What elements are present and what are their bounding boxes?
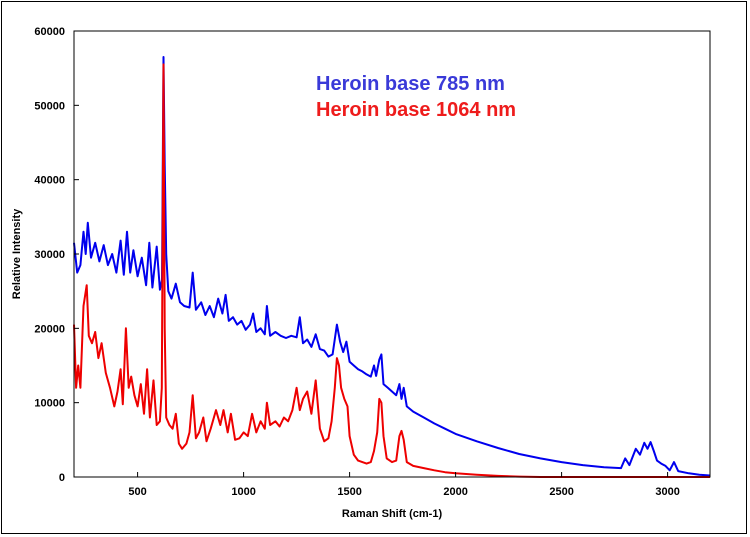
y-tick-label: 40000	[34, 175, 65, 187]
plot-area-border	[73, 30, 711, 478]
legend-entry-785nm: Heroin base 785 nm	[316, 73, 505, 95]
plot-series-group	[73, 56, 711, 478]
series-line-0	[73, 56, 711, 477]
x-tick-label: 2500	[549, 486, 573, 498]
legend-entry-1064nm: Heroin base 1064 nm	[316, 99, 516, 121]
x-tick-label: 500	[128, 486, 146, 498]
y-tick-label: 10000	[34, 398, 65, 410]
y-axis-ticks: 0 10000 20000 30000 40000 50000 60000	[34, 26, 79, 484]
series-line-1	[73, 63, 710, 478]
x-tick-label: 3000	[655, 486, 679, 498]
x-axis-ticks: 500 1000 1500 2000 2500 3000	[128, 472, 680, 498]
x-axis-label: Raman Shift (cm-1)	[342, 508, 443, 520]
x-tick-label: 1000	[231, 486, 255, 498]
x-tick-label: 1500	[337, 486, 361, 498]
y-tick-label: 30000	[34, 249, 65, 261]
y-tick-label: 0	[59, 472, 65, 484]
y-tick-label: 60000	[34, 26, 65, 38]
y-tick-label: 20000	[34, 323, 65, 335]
y-tick-label: 50000	[34, 100, 65, 112]
y-axis-label: Relative Intensity	[11, 208, 23, 299]
x-tick-label: 2000	[443, 486, 467, 498]
